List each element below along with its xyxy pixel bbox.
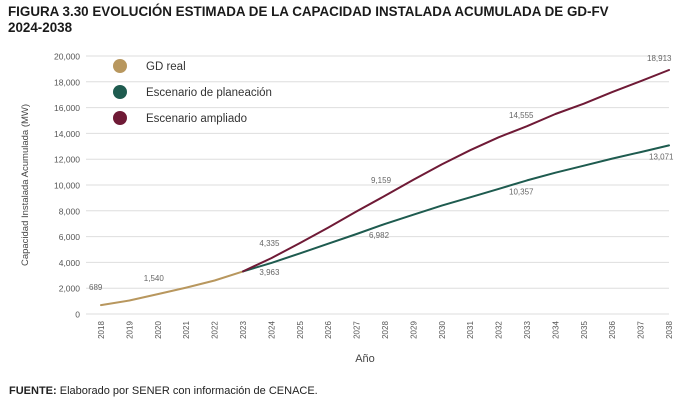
legend-marker-real: [113, 59, 127, 73]
y-tick-label: 8,000: [59, 206, 81, 216]
series-line-real: [100, 270, 244, 307]
x-axis-title: Año: [355, 353, 375, 365]
source-note: FUENTE: Elaborado por SENER con informac…: [9, 385, 318, 397]
x-tick-label: 2036: [608, 321, 617, 339]
y-axis-title: Capacidad Instalada Acumulada (MW): [20, 104, 31, 266]
data-label: 14,555: [509, 111, 534, 120]
legend-marker-planeacion: [113, 85, 127, 99]
source-text: Elaborado por SENER con información de C…: [56, 385, 318, 397]
y-tick-label: 16,000: [54, 103, 80, 113]
data-label: 4,335: [259, 239, 280, 248]
title-line-2: 2024-2038: [8, 20, 73, 35]
legend-label-real: GD real: [146, 61, 186, 73]
x-tick-label: 2032: [495, 321, 504, 339]
x-tick-label: 2037: [637, 321, 646, 339]
x-tick-label: 2018: [97, 321, 106, 339]
series-line-planeacion: [242, 144, 670, 273]
x-tick-label: 2023: [239, 321, 248, 339]
data-label: 13,071: [649, 152, 674, 161]
title-line-1: FIGURA 3.30 EVOLUCIÓN ESTIMADA DE LA CAP…: [8, 4, 609, 19]
data-label: 18,913: [647, 54, 672, 63]
data-label: 1,540: [144, 274, 165, 283]
chart-title: FIGURA 3.30 EVOLUCIÓN ESTIMADA DE LA CAP…: [8, 4, 688, 36]
x-tick-label: 2035: [580, 321, 589, 339]
x-tick-label: 2030: [438, 321, 447, 339]
x-tick-label: 2021: [182, 321, 191, 339]
series-line-ampliado: [242, 69, 670, 273]
x-tick-label: 2020: [154, 321, 163, 339]
y-tick-label: 14,000: [54, 129, 80, 139]
y-tick-label: 12,000: [54, 155, 80, 165]
y-tick-label: 4,000: [59, 258, 81, 268]
source-label: FUENTE:: [9, 385, 57, 397]
x-tick-label: 2033: [523, 321, 532, 339]
data-label: 3,963: [259, 268, 280, 277]
x-tick-label: 2025: [296, 321, 305, 339]
legend-label-planeacion: Escenario de planeación: [146, 87, 272, 99]
x-tick-label: 2031: [466, 321, 475, 339]
y-tick-label: 18,000: [54, 77, 80, 87]
x-tick-label: 2029: [409, 321, 418, 339]
legend-label-ampliado: Escenario ampliado: [146, 113, 247, 125]
x-tick-label: 2034: [551, 321, 560, 339]
y-tick-label: 10,000: [54, 181, 80, 191]
x-tick-label: 2026: [324, 321, 333, 339]
y-tick-label: 6,000: [59, 232, 81, 242]
x-tick-label: 2027: [353, 321, 362, 339]
y-tick-label: 0: [75, 310, 80, 320]
x-tick-label: 2022: [211, 321, 220, 339]
x-tick-label: 2038: [665, 321, 674, 339]
y-tick-label: 20,000: [54, 52, 80, 62]
x-tick-label: 2024: [267, 321, 276, 339]
x-tick-label: 2019: [125, 321, 134, 339]
data-label: 689: [89, 283, 103, 292]
data-label: 9,159: [371, 176, 392, 185]
chart: 0 2,000 4,000 6,000 8,000 10,000 12,000 14,000 1…: [20, 52, 674, 366]
x-tick-label: 2028: [381, 321, 390, 339]
data-label: 10,357: [509, 187, 534, 196]
data-label: 6,982: [369, 231, 390, 240]
y-tick-label: 2,000: [59, 284, 81, 294]
legend-marker-ampliado: [113, 111, 127, 125]
